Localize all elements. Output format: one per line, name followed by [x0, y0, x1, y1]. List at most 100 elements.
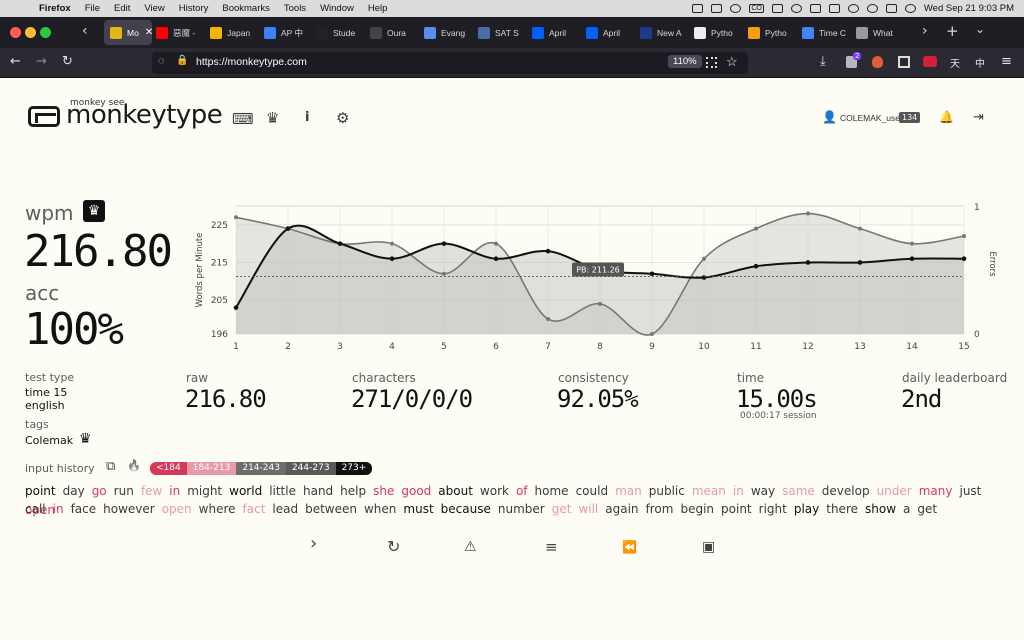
history-word[interactable]: call	[25, 502, 46, 516]
browser-tab[interactable]: Pytho	[748, 20, 800, 45]
history-word[interactable]: again	[605, 502, 639, 516]
url-bar[interactable]: ◌ 🔒 https://monkeytype.com 110% ☆	[152, 52, 748, 74]
list-all-tabs-icon[interactable]: ⌄	[975, 22, 986, 36]
brave-shield-icon[interactable]	[872, 56, 883, 68]
history-word[interactable]: go	[91, 484, 107, 498]
report-warning-icon[interactable]: ⚠	[464, 539, 477, 555]
history-word[interactable]: must	[403, 502, 434, 516]
menu-bookmarks[interactable]: Bookmarks	[222, 3, 270, 14]
history-word[interactable]: because	[440, 502, 491, 516]
history-word[interactable]: number	[497, 502, 545, 516]
history-word[interactable]: few	[140, 484, 163, 498]
monkeytype-logo-icon[interactable]	[28, 106, 60, 127]
history-word[interactable]: a	[903, 502, 911, 516]
history-word[interactable]: public	[648, 484, 685, 498]
browser-tab[interactable]: 惡魔 -	[156, 20, 208, 45]
history-word[interactable]: fact	[242, 502, 266, 516]
tray-badge[interactable]: CO	[749, 4, 764, 13]
history-word[interactable]: day	[62, 484, 85, 498]
new-tab-icon[interactable]: +	[946, 22, 959, 40]
history-word[interactable]: little	[269, 484, 296, 498]
url-text[interactable]: https://monkeytype.com	[196, 56, 307, 68]
history-word[interactable]: home	[534, 484, 569, 498]
menu-file[interactable]: File	[84, 3, 100, 14]
word-list-icon[interactable]: ≡	[545, 538, 558, 556]
history-word[interactable]: open	[161, 502, 192, 516]
history-word[interactable]: in	[732, 484, 744, 498]
tab-scroll-right-icon[interactable]: ›	[922, 23, 928, 39]
history-word[interactable]: run	[113, 484, 134, 498]
history-word[interactable]: could	[575, 484, 609, 498]
logout-icon[interactable]: ⇥	[973, 110, 984, 125]
history-word[interactable]: she	[373, 484, 395, 498]
history-word[interactable]: way	[750, 484, 776, 498]
burst-heatmap-toggle-icon[interactable]: 🔥	[127, 459, 141, 472]
control-center-icon[interactable]	[885, 4, 897, 13]
history-word[interactable]: help	[340, 484, 367, 498]
history-word[interactable]: face	[70, 502, 97, 516]
notifications-bell-icon[interactable]: 🔔	[939, 110, 954, 124]
account-user-icon[interactable]: 👤	[822, 110, 837, 124]
history-word[interactable]: play	[793, 502, 820, 516]
history-word[interactable]: about	[438, 484, 473, 498]
zoom-level[interactable]: 110%	[668, 55, 702, 68]
history-word[interactable]: hand	[302, 484, 334, 498]
browser-tab[interactable]: Oura	[370, 20, 422, 45]
history-word[interactable]: open	[25, 503, 55, 517]
history-word[interactable]: point	[721, 502, 752, 516]
bluetooth-icon[interactable]	[828, 4, 840, 13]
user-switch-icon[interactable]	[847, 4, 859, 13]
replay-rewind-icon[interactable]: ⏪	[622, 540, 637, 554]
forward-icon[interactable]: →	[36, 54, 47, 69]
history-word[interactable]: when	[363, 502, 397, 516]
history-word[interactable]: in	[169, 484, 181, 498]
browser-tab[interactable]: Japan	[210, 20, 262, 45]
history-word[interactable]: just	[959, 484, 982, 498]
logo-text[interactable]: monkeytype	[66, 100, 223, 130]
daily-leaderboard-label[interactable]: daily leaderboard	[902, 371, 1008, 385]
history-word[interactable]: begin	[680, 502, 715, 516]
app-menu-icon[interactable]: ≡	[1001, 54, 1012, 69]
tab-close-icon[interactable]: ✕	[144, 27, 152, 38]
browser-tab[interactable]: Evang	[424, 20, 476, 45]
browser-tab[interactable]: April	[532, 20, 584, 45]
browser-tab[interactable]: Time C	[802, 20, 854, 45]
translate-extension-icon[interactable]: 天	[950, 59, 960, 70]
browser-tab[interactable]: New A	[640, 20, 692, 45]
history-word[interactable]: mean	[691, 484, 726, 498]
history-word[interactable]: world	[229, 484, 263, 498]
save-screenshot-icon[interactable]: ▣	[702, 539, 716, 555]
extension-grid-icon[interactable]	[898, 56, 910, 68]
menu-help[interactable]: Help	[367, 3, 388, 14]
history-word[interactable]: man	[615, 484, 642, 498]
tracking-shield-icon[interactable]: ◌	[158, 55, 165, 67]
back-icon[interactable]: ←	[10, 54, 21, 69]
copy-words-icon[interactable]: ⧉	[106, 459, 116, 474]
wifi-icon[interactable]	[790, 4, 802, 13]
history-word[interactable]: there	[826, 502, 858, 516]
keyboard-icon[interactable]: ⌨	[232, 110, 254, 128]
browser-tab[interactable]: April	[586, 20, 638, 45]
zoom-window-button[interactable]	[40, 27, 51, 38]
history-word[interactable]: between	[305, 502, 357, 516]
browser-tab[interactable]: Mo ✕	[104, 20, 152, 45]
tray-app-icon[interactable]	[711, 4, 723, 13]
history-word[interactable]: good	[401, 484, 432, 498]
extension-icon[interactable]	[846, 56, 857, 68]
lock-icon[interactable]: 🔒	[176, 55, 189, 66]
history-word[interactable]: same	[782, 484, 815, 498]
history-word[interactable]: lead	[272, 502, 299, 516]
tray-app-icon[interactable]	[692, 4, 704, 13]
browser-tab[interactable]: Stude	[316, 20, 368, 45]
history-word[interactable]: many	[918, 484, 953, 498]
next-test-icon[interactable]: ›	[310, 533, 318, 554]
menu-window[interactable]: Window	[320, 3, 354, 14]
history-word[interactable]: right	[758, 502, 787, 516]
history-word[interactable]: from	[645, 502, 674, 516]
menu-app-firefox[interactable]: Firefox	[39, 3, 71, 14]
history-word[interactable]: however	[103, 502, 155, 516]
history-word[interactable]: under	[876, 484, 912, 498]
bookmark-star-icon[interactable]: ☆	[726, 54, 738, 69]
leaderboard-crown-icon[interactable]: ♛	[266, 109, 280, 127]
